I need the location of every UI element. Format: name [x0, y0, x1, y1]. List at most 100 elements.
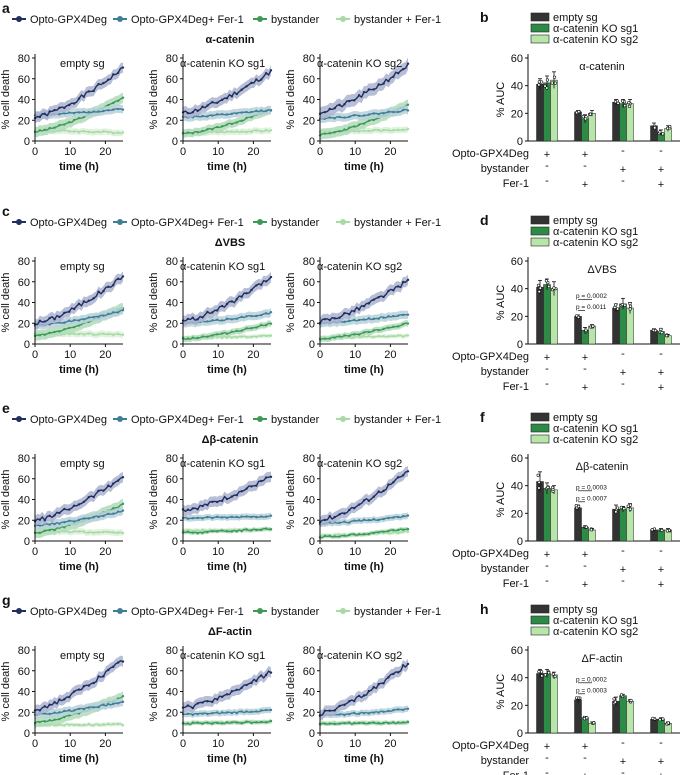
condition-sign: + — [582, 149, 588, 161]
replicate-dot — [545, 78, 550, 82]
bar — [574, 316, 582, 345]
series-point — [186, 712, 190, 716]
series-point — [220, 711, 224, 714]
bar — [536, 673, 544, 734]
y-tick-label: 40 — [511, 481, 523, 493]
series-point — [377, 296, 380, 299]
series-point — [58, 698, 61, 701]
series-point — [348, 115, 351, 118]
series-point — [240, 111, 243, 114]
series-point — [97, 82, 100, 86]
series-point — [382, 530, 385, 533]
series-point — [348, 334, 351, 338]
legend-label: Opto-GPX4Deg+ Fer-1 — [131, 14, 244, 26]
series-point — [230, 330, 234, 333]
series-point — [377, 490, 380, 493]
condition-sign: + — [658, 382, 664, 394]
series-point — [92, 131, 95, 134]
series-point — [328, 709, 331, 712]
bar-legend-swatch — [530, 615, 550, 625]
series-point — [392, 75, 395, 79]
series-point — [387, 483, 390, 486]
series-point — [406, 322, 410, 325]
series-point — [58, 321, 61, 324]
series-point — [260, 674, 263, 677]
series-point — [206, 721, 209, 724]
series-point — [240, 315, 243, 319]
x-axis-label: time (h) — [59, 161, 99, 173]
series-point — [121, 724, 125, 727]
series-point — [348, 712, 351, 716]
y-tick-label: 0 — [24, 536, 30, 548]
series-point — [77, 302, 81, 305]
replicate-dot — [614, 510, 618, 514]
y-tick-label: 40 — [511, 81, 523, 93]
subplot-title: α-catenin KO sg2 — [317, 261, 402, 273]
series-point — [206, 503, 209, 507]
series-point — [397, 72, 400, 75]
series-point — [121, 96, 125, 99]
bar — [650, 529, 658, 542]
series-point — [245, 720, 248, 723]
y-tick-label: 0 — [309, 339, 315, 351]
series-point — [367, 317, 371, 320]
condition-label: Fer-1 — [503, 178, 529, 190]
series-point — [43, 128, 46, 132]
y-tick-label: 20 — [511, 108, 523, 120]
series-point — [97, 130, 100, 134]
x-tick-label: 20 — [247, 349, 259, 361]
x-axis-label: time (h) — [59, 753, 99, 765]
series-point — [92, 89, 95, 93]
series-point — [260, 479, 263, 483]
p-value-label: p = 0.0003 — [576, 687, 607, 694]
series-point — [201, 504, 204, 508]
series-point — [372, 298, 375, 301]
series-point — [382, 721, 385, 725]
series-point — [230, 515, 234, 519]
series-point — [87, 90, 90, 93]
series-point — [92, 110, 95, 113]
series-point — [406, 313, 410, 316]
x-axis-label: time (h) — [59, 561, 99, 573]
series-point — [112, 531, 115, 534]
series-point — [38, 334, 42, 337]
series-point — [372, 335, 375, 339]
series-point — [362, 499, 366, 502]
x-axis-label: time (h) — [344, 364, 384, 376]
series-point — [264, 128, 268, 132]
bar — [612, 700, 620, 734]
series-point — [116, 661, 120, 664]
series-point — [72, 130, 76, 133]
x-tick-label: 0 — [180, 738, 186, 750]
series-point — [406, 103, 410, 106]
y-tick-label: 0 — [517, 536, 523, 548]
legend-marker — [257, 219, 263, 225]
series-band-opto-gpx4deg-fer-1 — [320, 105, 408, 124]
series-point — [392, 325, 395, 328]
y-axis-label: % cell death — [0, 70, 12, 130]
y-tick-label: 60 — [18, 474, 30, 486]
series-point — [230, 122, 234, 126]
series-point — [357, 503, 361, 506]
legend-label: bystander — [271, 14, 320, 26]
series-point — [102, 675, 105, 678]
panel-a: a Opto-GPX4Deg Opto-GPX4Deg+ Fer-1 bystande… — [0, 0, 441, 173]
bar — [626, 507, 634, 542]
legend-label: Opto-GPX4Deg — [30, 414, 107, 426]
series-point — [82, 115, 86, 119]
series-point — [43, 320, 46, 323]
series-point — [38, 720, 42, 724]
series-point — [107, 722, 110, 726]
y-tick-label: 60 — [18, 277, 30, 289]
x-tick-label: 0 — [180, 546, 186, 558]
series-point — [220, 130, 224, 133]
series-point — [255, 314, 258, 318]
y-tick-label: 60 — [303, 74, 315, 86]
x-tick-label: 0 — [317, 738, 323, 750]
legend-label: bystander — [271, 414, 320, 426]
series-point — [264, 673, 268, 677]
series-point — [406, 707, 410, 711]
replicate-dot — [661, 132, 665, 136]
series-point — [112, 665, 115, 669]
